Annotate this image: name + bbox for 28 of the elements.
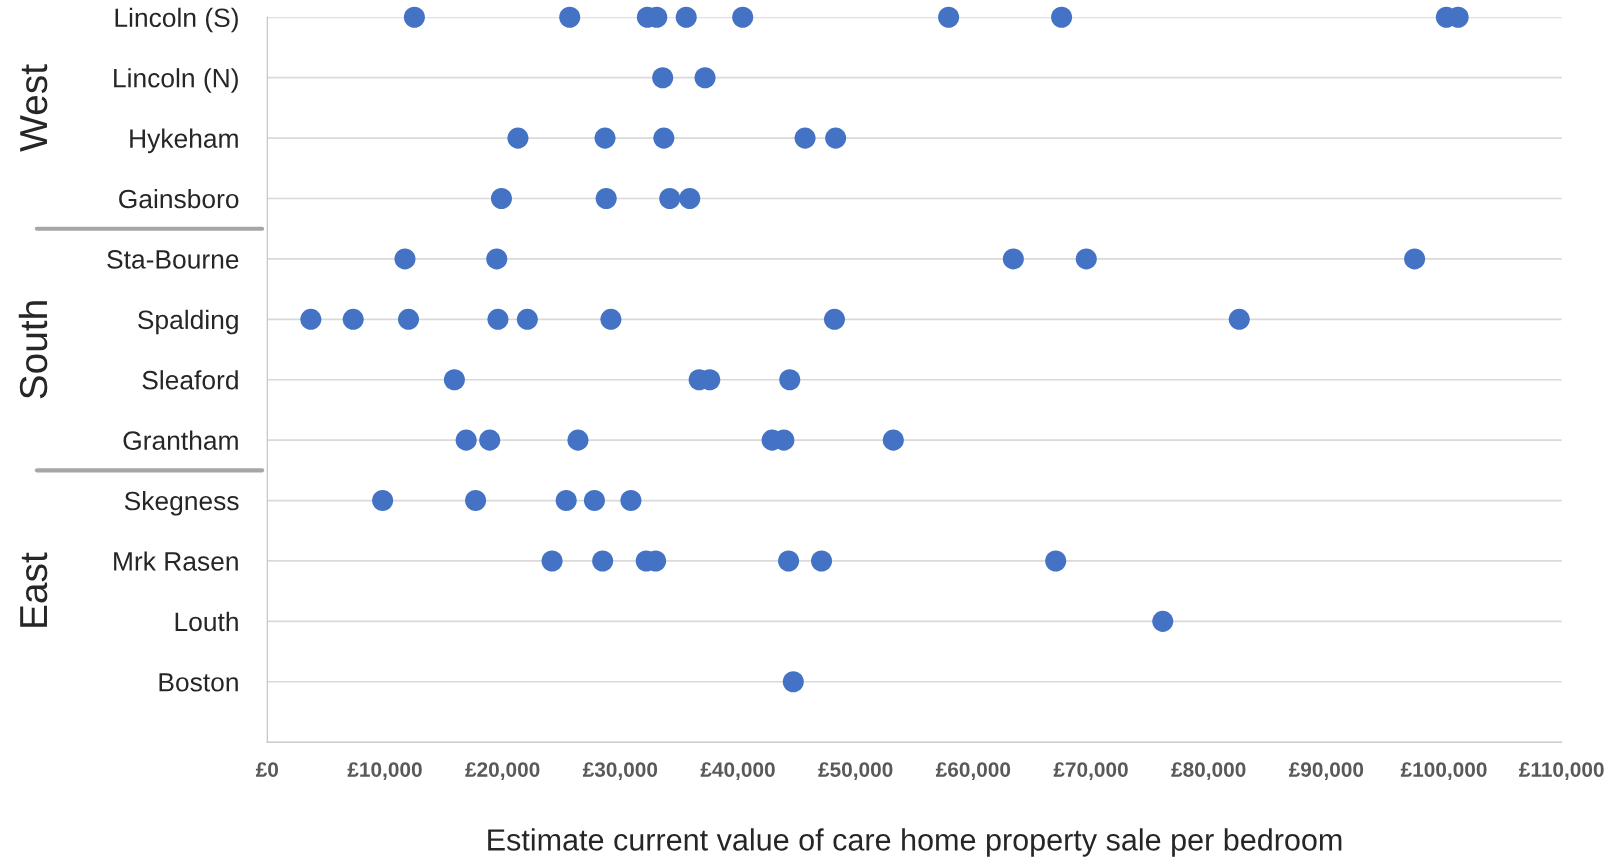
x-tick-label: £70,000 <box>1053 762 1128 780</box>
text: East <box>20 552 48 627</box>
y-tick-label: Sta-Bourne <box>107 250 239 269</box>
x-tick-label: £100,000 <box>1400 762 1487 780</box>
text: West <box>20 64 48 152</box>
y-tick-label: Lincoln (S) <box>115 7 238 33</box>
x-tick-label: £40,000 <box>700 762 775 780</box>
text: South <box>18 301 48 399</box>
x-tick-label: £30,000 <box>582 762 658 780</box>
y-tick-label: Grantham <box>123 430 238 450</box>
y-tick-label: Spalding <box>138 309 238 335</box>
x-tick-label: £0 <box>255 762 279 777</box>
x-tick-label: £80,000 <box>1171 762 1246 780</box>
y-tick-label: Mrk Rasen <box>114 551 238 571</box>
y-tick-label: Boston <box>159 673 238 692</box>
y-tick-label: Gainsboro <box>119 188 239 209</box>
y-tick-label: Sleaford <box>142 370 238 390</box>
x-tick-label: £10,000 <box>347 762 422 780</box>
x-tick-label: £90,000 <box>1288 762 1364 780</box>
y-tick-label: Skegness <box>124 490 239 516</box>
x-tick-label: £20,000 <box>465 762 540 780</box>
y-tick-label: Louth <box>175 611 238 632</box>
x-axis-title: Estimate current value of care home property sale per bedroom <box>488 828 1342 857</box>
y-tick-label: Hykeham <box>130 128 238 154</box>
x-tick-label: £50,000 <box>818 762 893 780</box>
y-tick-label: Lincoln (N) <box>114 68 238 93</box>
x-tick-label: £60,000 <box>935 762 1011 780</box>
x-tick-label: £110,000 <box>1519 762 1604 780</box>
